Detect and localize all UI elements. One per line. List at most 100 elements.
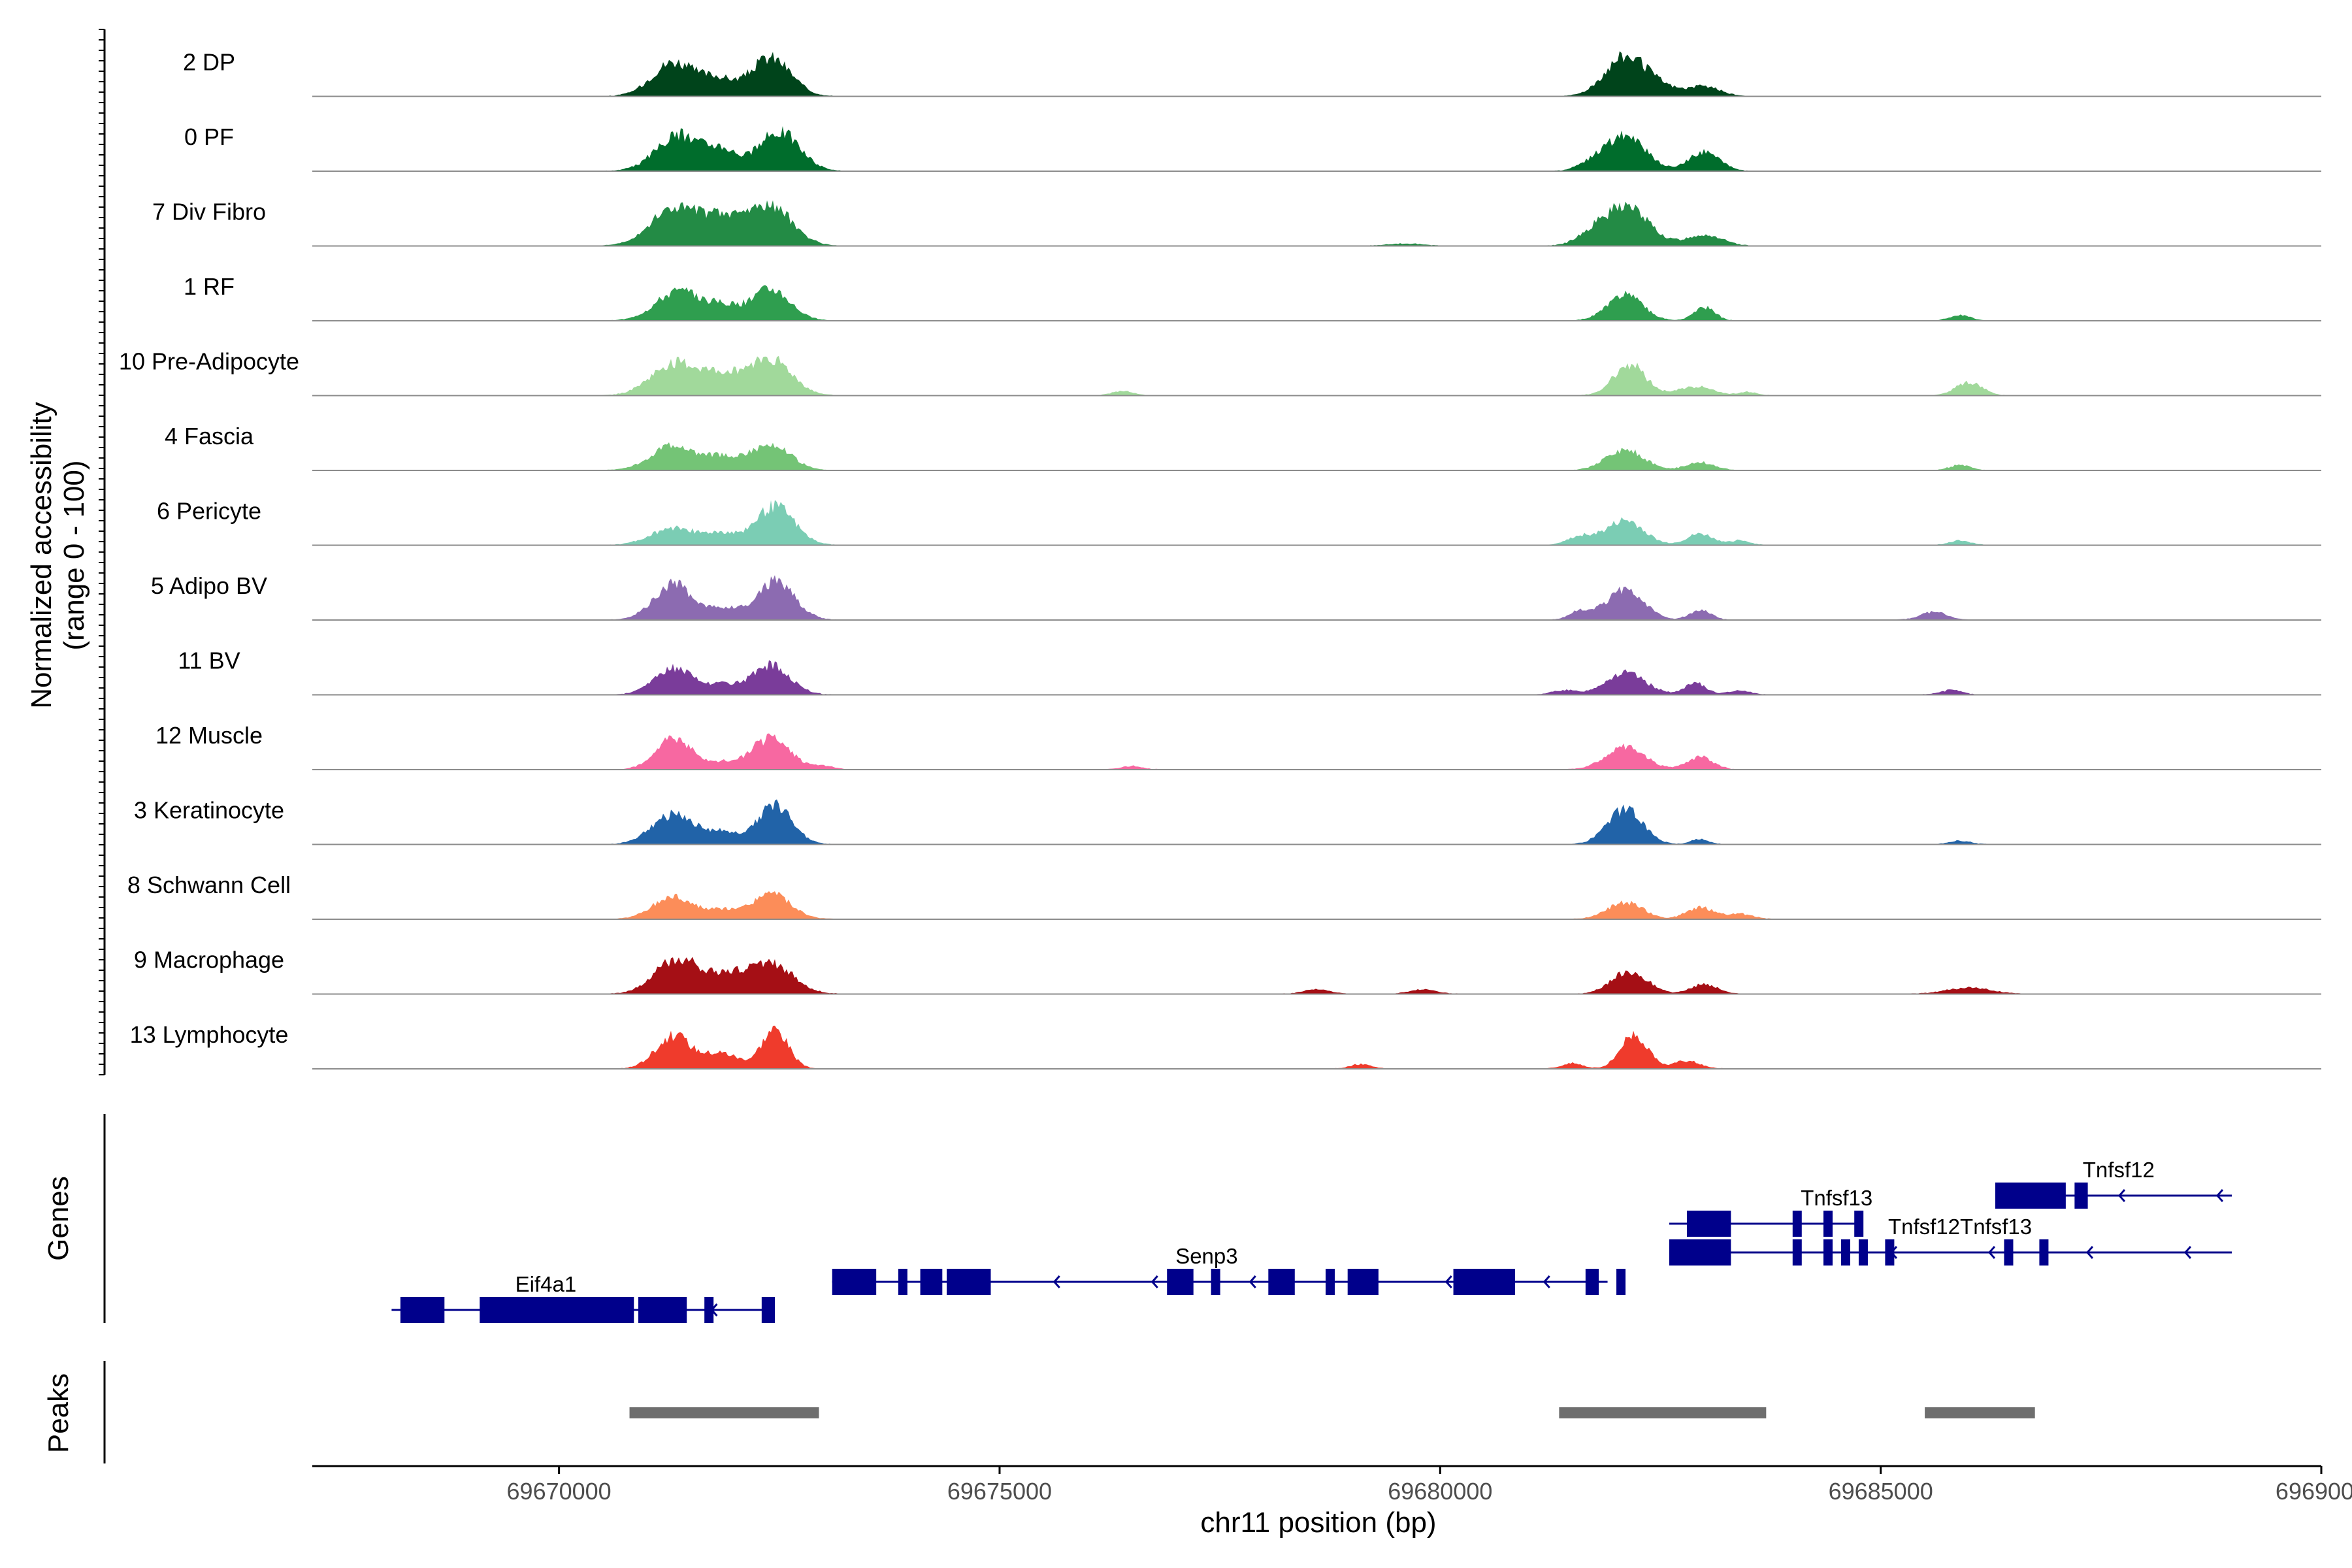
exon	[898, 1269, 907, 1295]
track-label: 6 Pericyte	[157, 498, 261, 525]
exon	[2039, 1239, 2049, 1266]
exon	[1211, 1269, 1220, 1295]
track-label: 11 BV	[178, 647, 240, 674]
exon	[704, 1297, 714, 1323]
coverage-area	[312, 285, 2321, 321]
strand-arrow	[2215, 1189, 2224, 1202]
track-10: 12 Muscle	[155, 722, 2321, 770]
track-6: 4 Fascia	[165, 423, 2321, 471]
track-12: 8 Schwann Cell	[127, 872, 2321, 920]
exon	[1347, 1269, 1379, 1295]
exon	[1167, 1269, 1194, 1295]
strand-arrow	[2085, 1246, 2094, 1259]
strand-arrow	[1249, 1275, 1256, 1288]
gene-label: Tnfsf12	[2083, 1158, 2155, 1182]
exon	[761, 1297, 776, 1323]
exon	[480, 1297, 634, 1323]
track-label: 12 Muscle	[155, 722, 263, 749]
exon	[638, 1297, 687, 1323]
coverage-tracks: 2 DP 0 PF 7 Div Fibro 1 RF 10 Pre-Adipocyte 4…	[119, 49, 2321, 1070]
exon	[1858, 1239, 1868, 1266]
exon	[1823, 1239, 1833, 1266]
track-label: 0 PF	[184, 123, 234, 150]
exon	[920, 1269, 943, 1295]
coverage-area	[312, 200, 2321, 246]
strand-arrow	[1151, 1275, 1158, 1288]
strand-arrow	[2183, 1246, 2192, 1259]
gene-tnfsf12: Tnfsf12	[1995, 1158, 2232, 1209]
peak-region	[1925, 1407, 2035, 1418]
track-label: 9 Macrophage	[134, 947, 284, 973]
track-1: 2 DP	[183, 49, 2321, 97]
track-label: 13 Lymphocyte	[130, 1021, 289, 1048]
x-tick-label: 69675000	[947, 1478, 1052, 1505]
strand-arrow	[1987, 1246, 1996, 1259]
x-axis: 69670000 69675000 69680000 69685000 6969000	[312, 1465, 2352, 1505]
track-5: 10 Pre-Adipocyte	[119, 348, 2321, 397]
gene-tnfsf13: Tnfsf13	[1669, 1186, 1872, 1237]
exon	[1792, 1211, 1802, 1237]
exon	[2004, 1239, 2014, 1266]
peak-regions	[629, 1407, 2035, 1418]
gene-senp3: Senp3	[832, 1244, 1626, 1295]
exon	[1854, 1211, 1864, 1237]
coverage-area	[312, 956, 2321, 994]
exon	[832, 1269, 877, 1295]
track-7: 6 Pericyte	[157, 498, 2321, 546]
track-2: 0 PF	[184, 123, 2321, 172]
exon	[1792, 1239, 1802, 1266]
exon	[400, 1297, 445, 1323]
gene-annotations: Eif4a1 Senp3 Tnfsf13 Tnfsf12Tnfsf13 Tnfsf12	[391, 1158, 2232, 1323]
coverage-y-axis-title-line2: (range 0 - 100)	[58, 460, 90, 650]
coverage-area	[312, 355, 2321, 396]
gene-tnfsf12tnfsf13: Tnfsf12Tnfsf13	[1669, 1215, 2232, 1266]
exon	[1585, 1269, 1599, 1295]
gene-label: Senp3	[1175, 1244, 1237, 1268]
track-label: 1 RF	[184, 273, 235, 300]
strand-arrow	[1053, 1275, 1060, 1288]
exon	[1840, 1239, 1850, 1266]
exon	[1325, 1269, 1335, 1295]
exon	[1268, 1269, 1295, 1295]
track-label: 5 Adipo BV	[151, 572, 267, 599]
gene-label: Tnfsf13	[1801, 1186, 1872, 1210]
track-label: 4 Fascia	[165, 423, 254, 449]
exon	[1995, 1183, 2066, 1209]
track-13: 9 Macrophage	[134, 947, 2321, 995]
track-label: 8 Schwann Cell	[127, 872, 291, 898]
coverage-area	[312, 442, 2321, 470]
gene-label: Eif4a1	[515, 1272, 577, 1296]
track-3: 7 Div Fibro	[152, 199, 2321, 247]
exon	[1669, 1239, 1731, 1266]
track-label: 3 Keratinocyte	[134, 797, 284, 824]
peaks-panel-label: Peaks	[42, 1373, 74, 1453]
track-label: 10 Pre-Adipocyte	[119, 348, 299, 375]
strand-arrow	[1543, 1275, 1550, 1288]
track-8: 5 Adipo BV	[151, 572, 2321, 621]
exon	[1823, 1211, 1833, 1237]
x-axis-title: chr11 position (bp)	[1200, 1507, 1436, 1539]
track-4: 1 RF	[184, 273, 2321, 321]
coverage-y-axis	[99, 29, 106, 1075]
exon	[1453, 1269, 1515, 1295]
peak-region	[1559, 1407, 1767, 1418]
x-tick-label: 69685000	[1829, 1478, 1933, 1505]
exon	[947, 1269, 991, 1295]
gene-eif4a1: Eif4a1	[391, 1272, 776, 1323]
track-11: 3 Keratinocyte	[134, 797, 2321, 845]
coverage-y-axis-title-line1: Normalized accessibility	[25, 402, 57, 708]
track-label: 2 DP	[183, 49, 235, 76]
exon	[2074, 1183, 2088, 1209]
exon	[1616, 1269, 1626, 1295]
coverage-area	[312, 126, 2321, 171]
peak-region	[629, 1407, 819, 1418]
exon	[1686, 1211, 1731, 1237]
genes-panel-label: Genes	[42, 1176, 74, 1261]
x-tick-label: 69680000	[1388, 1478, 1492, 1505]
x-tick-label: 69670000	[507, 1478, 612, 1505]
exon	[1885, 1239, 1895, 1266]
track-14: 13 Lymphocyte	[130, 1021, 2321, 1070]
strand-arrow	[1445, 1275, 1452, 1288]
track-label: 7 Div Fibro	[152, 199, 266, 225]
